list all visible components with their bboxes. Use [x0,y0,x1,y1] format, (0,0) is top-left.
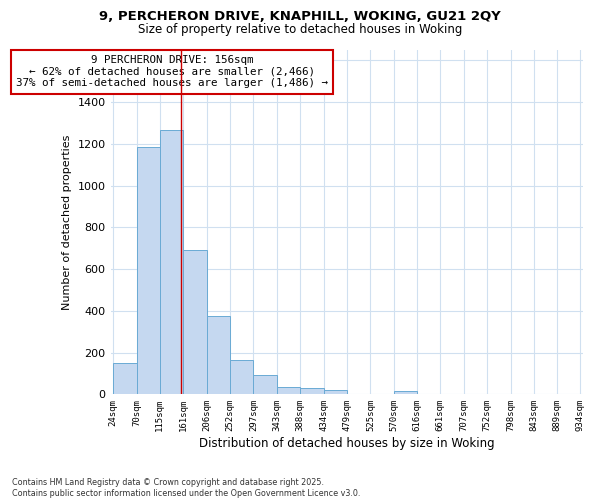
Bar [206,316,230,394]
Bar [253,374,277,394]
Bar [230,360,253,394]
Y-axis label: Number of detached properties: Number of detached properties [62,134,72,310]
Bar [300,388,323,394]
Bar [113,363,137,394]
Text: Contains HM Land Registry data © Crown copyright and database right 2025.
Contai: Contains HM Land Registry data © Crown c… [12,478,361,498]
X-axis label: Distribution of detached houses by size in Woking: Distribution of detached houses by size … [199,437,494,450]
Bar [323,390,347,394]
Text: 9 PERCHERON DRIVE: 156sqm
← 62% of detached houses are smaller (2,466)
37% of se: 9 PERCHERON DRIVE: 156sqm ← 62% of detac… [16,55,328,88]
Bar [137,147,160,394]
Text: Size of property relative to detached houses in Woking: Size of property relative to detached ho… [138,22,462,36]
Bar [277,388,300,394]
Bar [394,391,417,394]
Bar [184,250,206,394]
Bar [160,130,184,394]
Text: 9, PERCHERON DRIVE, KNAPHILL, WOKING, GU21 2QY: 9, PERCHERON DRIVE, KNAPHILL, WOKING, GU… [99,10,501,23]
